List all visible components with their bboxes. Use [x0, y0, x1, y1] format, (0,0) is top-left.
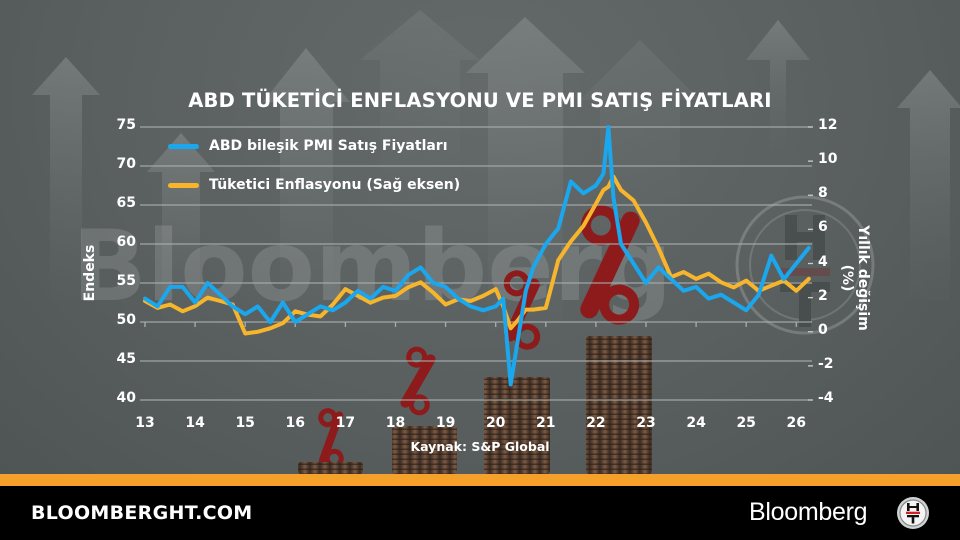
right-y-tick-label: 2 — [818, 287, 828, 304]
right-y-tick-label: 12 — [818, 117, 838, 133]
x-tick-label: 21 — [536, 415, 556, 431]
legend-swatch-pmi — [168, 143, 199, 149]
left-y-tick-label: 55 — [116, 273, 136, 289]
x-tick-label: 22 — [586, 415, 606, 431]
gridlines — [140, 126, 813, 401]
coin-stacks — [298, 336, 652, 474]
right-y-tick-label: -2 — [818, 355, 834, 372]
left-y-tick-label: 75 — [116, 117, 136, 133]
left-y-tick-label: 50 — [116, 312, 136, 328]
left-y-tick-label: 45 — [116, 351, 136, 367]
left-y-tick-label: 60 — [116, 234, 136, 250]
source-text: Kaynak: S&P Global — [410, 439, 550, 454]
left-axis-label: Endeks — [82, 244, 98, 302]
x-tick-label: 23 — [636, 415, 656, 431]
x-tick-label: 18 — [385, 415, 406, 431]
chart-plot-area — [140, 125, 813, 401]
x-tick-label: 13 — [135, 415, 155, 431]
right-y-tick-label: 0 — [818, 321, 828, 338]
cpi-line — [143, 174, 811, 336]
x-tick-label: 26 — [786, 415, 807, 431]
pmi-line — [143, 125, 811, 387]
x-tick-label: 25 — [736, 415, 756, 431]
x-tick-label: 24 — [686, 415, 706, 431]
x-axis-tick-marks — [144, 322, 797, 327]
right-axis-label: Yıllık değişim (%) — [839, 225, 871, 331]
legend-swatch-cpi — [168, 182, 199, 188]
legend-label-pmi: ABD bileşik PMI Satış Fiyatları — [209, 138, 448, 154]
right-y-tick-label: 8 — [818, 185, 828, 202]
right-y-tick-label: 6 — [818, 219, 828, 236]
footer: BLOOMBERGHT.COM Bloomberg — [0, 486, 960, 540]
bloomberg-logo-text: Bloomberg — [749, 498, 868, 526]
right-y-tick-label: 4 — [818, 253, 828, 270]
left-y-tick-label: 65 — [116, 195, 136, 211]
accent-bar — [0, 474, 960, 486]
ht-logo-icon — [897, 497, 929, 529]
x-tick-label: 20 — [485, 415, 506, 431]
right-y-tick-label: 10 — [818, 151, 838, 168]
x-tick-label: 14 — [185, 415, 205, 431]
ht-watermark-icon — [735, 195, 875, 335]
right-y-tick-label: -4 — [818, 390, 834, 406]
x-tick-label: 17 — [335, 415, 356, 431]
x-tick-label: 19 — [435, 415, 456, 431]
legend-item-cpi: Tüketici Enflasyonu (Sağ eksen) — [168, 177, 460, 193]
legend-label-cpi: Tüketici Enflasyonu (Sağ eksen) — [209, 177, 461, 193]
legend-item-pmi: ABD bileşik PMI Satış Fiyatları — [168, 138, 448, 154]
left-y-tick-label: 70 — [116, 156, 136, 172]
left-y-tick-label: 40 — [116, 390, 136, 406]
chart-title: ABD TÜKETİCİ ENFLASYONU VE PMI SATIŞ FİY… — [188, 89, 772, 112]
x-tick-label: 15 — [235, 415, 255, 431]
source-note: Kaynak: S&P Global — [0, 439, 960, 454]
x-tick-label: 16 — [285, 415, 306, 431]
footer-url-link[interactable]: BLOOMBERGHT.COM — [31, 502, 253, 524]
